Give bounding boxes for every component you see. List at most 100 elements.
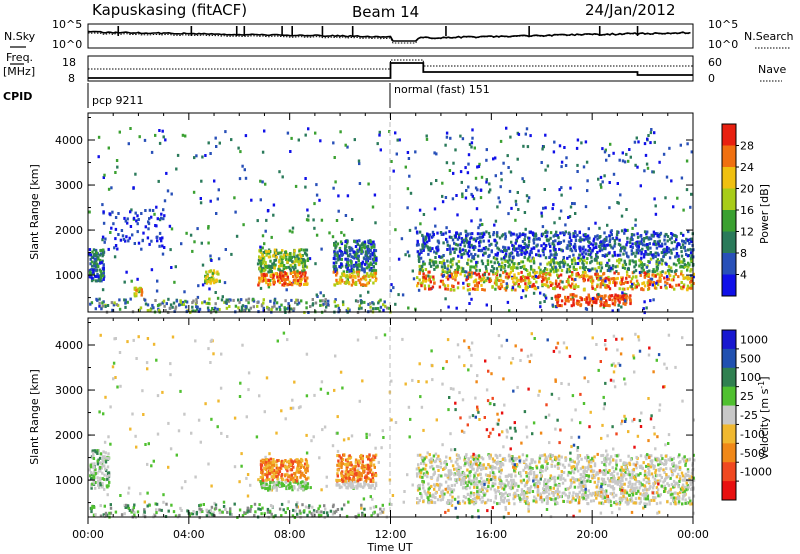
- velocity-cell: [90, 510, 93, 514]
- power-cell: [155, 205, 158, 209]
- power-cell: [582, 165, 586, 169]
- power-cell: [683, 245, 686, 249]
- power-cell: [160, 239, 163, 243]
- power-cell: [438, 261, 442, 264]
- power-cell: [637, 251, 640, 255]
- power-cell: [491, 270, 495, 274]
- power-cell: [189, 233, 193, 237]
- power-cell: [291, 230, 294, 234]
- velocity-cell: [612, 362, 615, 366]
- power-cell: [286, 275, 289, 279]
- power-cell: [346, 145, 349, 149]
- power-cell: [335, 267, 338, 271]
- power-cell: [685, 287, 689, 291]
- power-cell: [309, 305, 312, 308]
- velocity-cell: [346, 486, 349, 490]
- velocity-cell: [431, 378, 434, 382]
- power-cell: [229, 298, 232, 302]
- power-cell: [657, 279, 660, 283]
- power-cell: [680, 246, 683, 249]
- power-cell: [479, 188, 483, 192]
- power-cell: [616, 259, 619, 263]
- power-cell: [429, 280, 432, 284]
- velocity-cell: [318, 456, 321, 460]
- power-cell: [600, 302, 603, 306]
- power-cell: [551, 207, 554, 211]
- power-cell: [582, 288, 586, 292]
- power-cell: [345, 279, 348, 283]
- power-cell: [282, 267, 285, 271]
- power-cell: [520, 260, 523, 264]
- power-cell: [369, 272, 373, 276]
- velocity-cell: [266, 507, 270, 511]
- power-cell: [571, 282, 574, 286]
- velocity-cell: [336, 508, 340, 511]
- velocity-cell: [270, 488, 273, 492]
- velocity-cell: [292, 508, 295, 512]
- power-cell: [456, 213, 459, 217]
- velocity-cell: [207, 513, 210, 517]
- power-cell: [603, 150, 607, 154]
- velocity-cell: [104, 458, 107, 462]
- power-cell: [427, 274, 430, 278]
- power-cell: [113, 301, 116, 305]
- power-cell: [168, 306, 172, 310]
- power-cell: [260, 277, 263, 280]
- power-cell: [332, 257, 336, 260]
- power-cell: [280, 303, 283, 307]
- power-cell: [552, 261, 556, 265]
- power-cell: [560, 160, 564, 164]
- velocity-cell: [357, 464, 360, 468]
- power-cell: [592, 239, 595, 243]
- power-cell: [603, 174, 606, 178]
- power-cell: [347, 275, 350, 279]
- velocity-cell: [259, 475, 262, 479]
- power-cell: [217, 257, 221, 261]
- velocity-cell: [198, 516, 201, 520]
- power-cell: [527, 243, 530, 247]
- power-cell: [624, 295, 628, 299]
- power-cell: [679, 231, 683, 235]
- power-cell: [102, 267, 105, 271]
- power-cell: [415, 243, 419, 247]
- velocity-cell: [326, 511, 329, 515]
- power-cell: [538, 237, 541, 241]
- power-cell: [140, 293, 143, 297]
- power-cell: [504, 269, 507, 273]
- power-cell: [135, 292, 138, 296]
- power-cell: [369, 305, 372, 309]
- velocity-cell: [612, 334, 616, 338]
- velocity-cell: [647, 397, 650, 400]
- power-cell: [162, 208, 165, 212]
- power-cell: [553, 221, 556, 225]
- power-cell: [475, 207, 479, 211]
- velocity-cell: [348, 463, 351, 467]
- power-cell: [617, 308, 620, 312]
- power-cell: [158, 244, 161, 248]
- velocity-cell: [450, 503, 454, 507]
- velocity-cell: [89, 463, 92, 467]
- velocity-cell: [287, 479, 290, 483]
- power-cell: [611, 309, 614, 313]
- velocity-cell: [99, 333, 102, 337]
- power-cell: [421, 269, 424, 273]
- power-cell: [596, 237, 599, 241]
- velocity-cell: [547, 413, 551, 417]
- power-cell: [272, 261, 276, 265]
- power-cell: [449, 260, 452, 264]
- power-cell: [443, 284, 447, 288]
- power-cell: [655, 281, 658, 285]
- velocity-cell: [587, 380, 590, 384]
- velocity-cell: [373, 465, 376, 469]
- power-cell: [143, 138, 147, 142]
- power-cell: [266, 209, 270, 213]
- power-cell: [569, 205, 573, 209]
- velocity-cell: [356, 484, 359, 488]
- power-cell: [178, 302, 181, 306]
- power-cell: [506, 300, 510, 304]
- power-cell: [599, 285, 602, 289]
- power-cell: [544, 267, 547, 270]
- power-cell: [666, 281, 669, 285]
- velocity-cell: [335, 483, 339, 487]
- power-cell: [281, 175, 284, 179]
